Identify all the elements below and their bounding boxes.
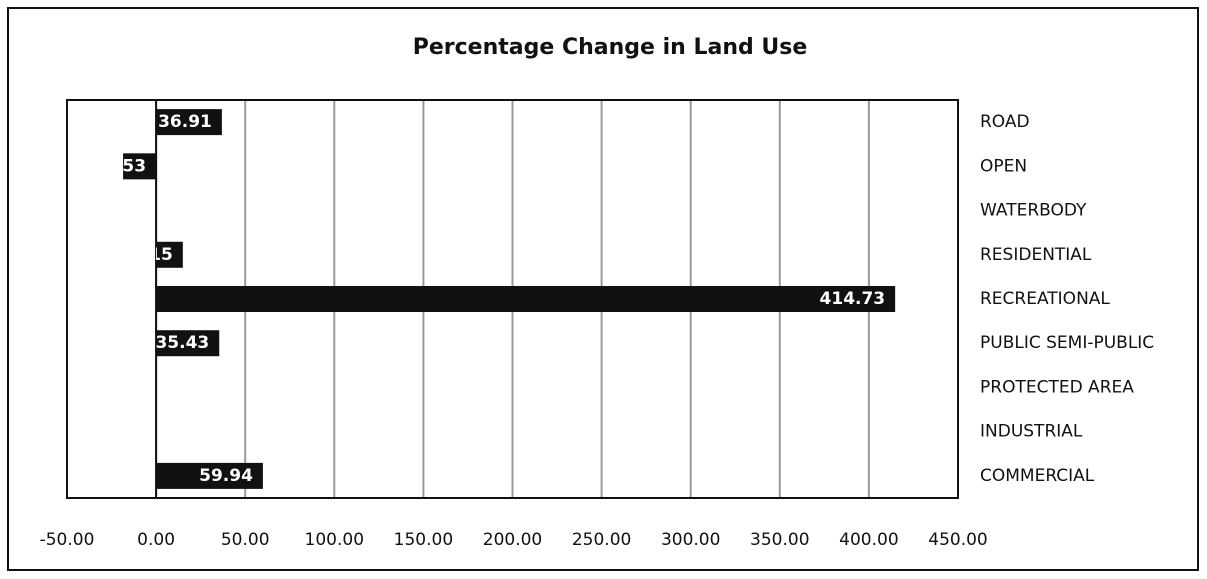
y-tick-label: RESIDENTIAL xyxy=(980,245,1092,265)
y-tick-label: ROAD xyxy=(980,112,1030,132)
bar xyxy=(156,241,183,268)
bar xyxy=(123,153,157,180)
x-tick-label: 100.00 xyxy=(305,530,364,550)
x-tick-label: 250.00 xyxy=(572,530,631,550)
x-tick-label: 200.00 xyxy=(483,530,542,550)
bar xyxy=(156,109,222,136)
x-tick-label: 50.00 xyxy=(221,530,270,550)
data-label: 36.91 xyxy=(158,112,212,132)
x-tick-label: 150.00 xyxy=(394,530,453,550)
chart-title: Percentage Change in Land Use xyxy=(413,35,808,60)
data-label: 15 xyxy=(149,245,173,265)
y-tick-label: WATERBODY xyxy=(980,201,1087,221)
plot-border xyxy=(66,99,959,499)
x-tick-label: 450.00 xyxy=(928,530,987,550)
y-tick-label: PUBLIC SEMI-PUBLIC xyxy=(980,333,1154,353)
y-tick-label: RECREATIONAL xyxy=(980,289,1110,309)
data-label: 35.43 xyxy=(155,333,209,353)
y-tick-label: INDUSTRIAL xyxy=(980,422,1083,442)
y-tick-label: PROTECTED AREA xyxy=(980,377,1134,397)
bar xyxy=(156,286,896,312)
bar xyxy=(156,462,263,489)
bar xyxy=(156,330,220,357)
x-tick-label: 350.00 xyxy=(750,530,809,550)
data-label: 59.94 xyxy=(199,466,253,486)
x-tick-label: 400.00 xyxy=(839,530,898,550)
x-tick-label: 300.00 xyxy=(661,530,720,550)
y-tick-label: OPEN xyxy=(980,156,1027,176)
data-label: -18.53 xyxy=(85,156,146,176)
x-tick-label: 0.00 xyxy=(137,530,175,550)
x-tick-label: -50.00 xyxy=(40,530,95,550)
y-tick-label: COMMERCIAL xyxy=(980,466,1095,486)
data-label: 414.73 xyxy=(820,289,886,309)
